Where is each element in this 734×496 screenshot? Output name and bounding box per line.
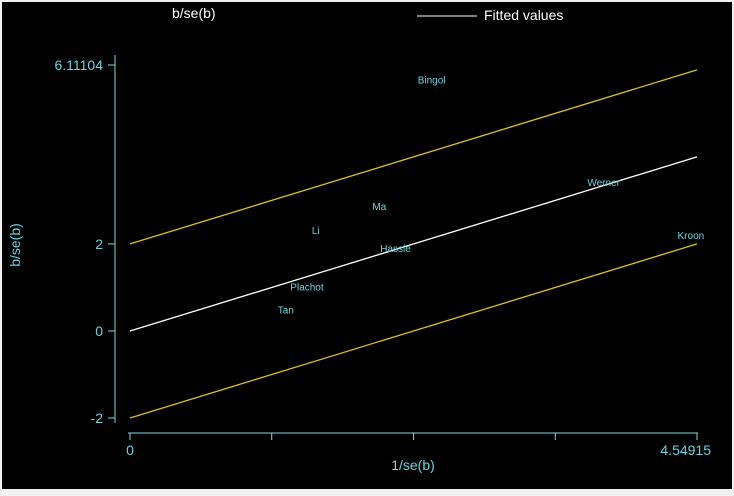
y-tick-label-3: 6.11104 xyxy=(54,57,103,73)
point-label-werner: Werner xyxy=(587,178,620,189)
legend: b/se(b) Fitted values xyxy=(172,5,563,23)
point-label-plachot: Plachot xyxy=(290,282,324,293)
x-tick-label-1: 4.54915 xyxy=(660,442,711,458)
x-ticks: 0 4.54915 xyxy=(126,433,711,458)
x-axis-title: 1/se(b) xyxy=(391,457,435,473)
chart-background xyxy=(2,2,732,489)
point-label-tan: Tan xyxy=(278,306,294,317)
point-label-ma: Ma xyxy=(372,202,386,213)
y-tick-label-0: -2 xyxy=(91,410,104,426)
series-line-upper xyxy=(129,69,698,245)
series-lines xyxy=(129,69,698,419)
y-axis-title: b/se(b) xyxy=(7,223,23,267)
point-label-kroon: Kroon xyxy=(678,231,705,242)
y-ticks: -2 0 2 6.11104 xyxy=(54,57,115,426)
point-label-li: Li xyxy=(312,226,320,237)
legend-label-fitted: Fitted values xyxy=(484,7,563,23)
point-label-hassle: Hassle xyxy=(380,244,411,255)
point-labels: Bingol Werner Ma Li Hassle Kroon Plachot Tan xyxy=(278,76,704,317)
y-tick-label-1: 0 xyxy=(95,323,103,339)
series-line-fitted-values xyxy=(129,156,698,332)
y-tick-label-2: 2 xyxy=(95,236,103,252)
point-label-bingol: Bingol xyxy=(418,76,446,87)
series-line-lower xyxy=(129,243,698,419)
x-tick-label-0: 0 xyxy=(126,442,134,458)
legend-label-bse: b/se(b) xyxy=(172,5,216,21)
